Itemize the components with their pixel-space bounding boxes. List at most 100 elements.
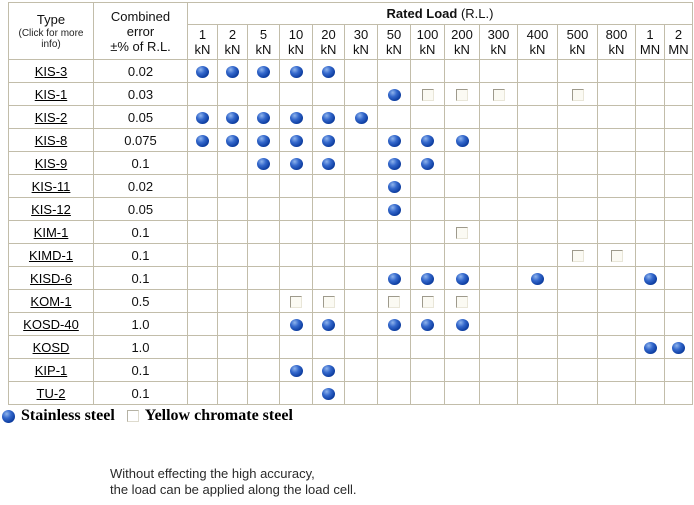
load-cell-KIM-1-1MN (635, 220, 665, 244)
stainless-steel-mark (322, 112, 335, 125)
load-cell-KIS-9-20kN (312, 151, 345, 175)
type-cell: KIP-1 (8, 358, 94, 382)
table-row-KOM-1: KOM-1 0.5 (8, 289, 693, 313)
stainless-steel-mark (322, 365, 335, 378)
load-cell-KISD-6-5kN (247, 266, 280, 290)
load-cell-KIS-11-5kN (247, 174, 280, 198)
type-link-KIS-9[interactable]: KIS-9 (34, 155, 68, 171)
load-cell-KIS-8-30kN (344, 128, 378, 152)
load-cell-KIS-12-5kN (247, 197, 280, 221)
footnote: Without effecting the high accuracy, the… (110, 466, 356, 498)
type-link-TU-2[interactable]: TU-2 (36, 385, 66, 401)
stainless-steel-label: Stainless steel (21, 407, 115, 424)
stainless-steel-mark (289, 365, 303, 378)
type-link-KOSD-40[interactable]: KOSD-40 (23, 316, 79, 332)
load-cell-KIP-1-100kN (410, 358, 445, 382)
yellow-chromate-mark (421, 296, 434, 309)
load-cell-KIS-11-10kN (279, 174, 313, 198)
stainless-steel-mark (257, 158, 270, 171)
table-row-KOSD: KOSD 1.0 (8, 335, 693, 359)
error-value: 0.1 (93, 381, 188, 405)
load-cell-KOM-1-20kN (312, 289, 345, 313)
load-cell-KIS-12-800kN (597, 197, 636, 221)
type-link-KIS-1[interactable]: KIS-1 (34, 86, 68, 102)
type-link-KOM-1[interactable]: KOM-1 (30, 293, 72, 309)
stainless-steel-mark (322, 319, 335, 332)
load-cell-KIS-9-50kN (377, 151, 411, 175)
load-cell-KIS-11-1kN (187, 174, 218, 198)
load-cell-KIS-3-20kN (312, 59, 345, 83)
load-cell-KOM-1-5kN (247, 289, 280, 313)
load-cell-KIMD-1-5kN (247, 243, 280, 267)
stainless-steel-mark (226, 135, 239, 148)
type-link-KIS-11[interactable]: KIS-11 (31, 178, 71, 194)
load-column-header-200kN: 200 kN (444, 24, 480, 60)
load-cell-TU-2-400kN (517, 381, 558, 405)
type-link-KIP-1[interactable]: KIP-1 (34, 362, 68, 378)
type-link-KISD-6[interactable]: KISD-6 (30, 270, 72, 286)
yellow-chromate-mark (492, 89, 505, 102)
type-link-KOSD[interactable]: KOSD (32, 339, 70, 355)
load-cell-KIP-1-20kN (312, 358, 345, 382)
load-cell-KIM-1-30kN (344, 220, 378, 244)
load-cell-KOM-1-800kN (597, 289, 636, 313)
load-cell-KIM-1-100kN (410, 220, 445, 244)
stainless-steel-mark (226, 66, 239, 79)
load-cell-KOSD-800kN (597, 335, 636, 359)
load-cell-KIS-11-2kN (217, 174, 248, 198)
type-link-KIMD-1[interactable]: KIMD-1 (28, 247, 74, 263)
table-row-KISD-6: KISD-6 0.1 (8, 266, 693, 290)
stainless-steel-mark (387, 158, 401, 171)
load-cell-KIS-12-50kN (377, 197, 411, 221)
load-cell-KIM-1-10kN (279, 220, 313, 244)
stainless-steel-mark (322, 158, 335, 171)
load-cell-KIM-1-5kN (247, 220, 280, 244)
load-cell-KIS-12-20kN (312, 197, 345, 221)
stainless-steel-mark (455, 319, 469, 332)
load-cell-KIS-8-1kN (187, 128, 218, 152)
load-cell-KIP-1-500kN (557, 358, 598, 382)
load-cell-KIS-2-30kN (344, 105, 378, 129)
load-cell-KIS-8-10kN (279, 128, 313, 152)
type-cell: KIS-11 (8, 174, 94, 198)
type-cell: KIS-8 (8, 128, 94, 152)
type-link-KIM-1[interactable]: KIM-1 (33, 224, 69, 240)
load-cell-KISD-6-2MN (664, 266, 693, 290)
error-header-line2: error (126, 23, 155, 39)
stainless-steel-mark (643, 342, 657, 355)
load-cell-KIS-2-500kN (557, 105, 598, 129)
type-cell: KOSD-40 (8, 312, 94, 336)
type-cell: KIS-12 (8, 197, 94, 221)
yellow-chromate-label: Yellow chromate steel (144, 407, 293, 424)
load-cell-KIS-1-50kN (377, 82, 411, 106)
type-link-KIS-8[interactable]: KIS-8 (34, 132, 68, 148)
error-value: 0.1 (93, 358, 188, 382)
load-cell-KIS-12-2kN (217, 197, 248, 221)
load-cell-KIS-2-1MN (635, 105, 665, 129)
rated-load-title: Rated Load (386, 6, 458, 21)
stainless-steel-mark (455, 135, 469, 148)
load-cell-KIS-3-800kN (597, 59, 636, 83)
type-cell: KIS-2 (8, 105, 94, 129)
stainless-steel-mark (421, 135, 434, 148)
load-cell-KIS-2-20kN (312, 105, 345, 129)
load-cell-KISD-6-500kN (557, 266, 598, 290)
load-cell-KIS-2-1kN (187, 105, 218, 129)
load-cell-KIMD-1-1MN (635, 243, 665, 267)
type-link-KIS-2[interactable]: KIS-2 (34, 109, 68, 125)
stainless-steel-mark (387, 89, 401, 102)
load-cell-KIM-1-2MN (664, 220, 693, 244)
error-value: 0.5 (93, 289, 188, 313)
load-cell-KIS-12-500kN (557, 197, 598, 221)
load-cell-KIMD-1-200kN (444, 243, 480, 267)
load-cell-KIS-2-2MN (664, 105, 693, 129)
load-cell-KIS-11-20kN (312, 174, 345, 198)
load-cell-KISD-6-30kN (344, 266, 378, 290)
stainless-steel-mark (196, 112, 209, 125)
yellow-chromate-mark (456, 89, 468, 102)
load-cell-KIS-9-1kN (187, 151, 218, 175)
type-link-KIS-12[interactable]: KIS-12 (31, 201, 71, 217)
load-cell-KOSD-50kN (377, 335, 411, 359)
type-link-KIS-3[interactable]: KIS-3 (34, 63, 68, 79)
load-cell-KIMD-1-10kN (279, 243, 313, 267)
